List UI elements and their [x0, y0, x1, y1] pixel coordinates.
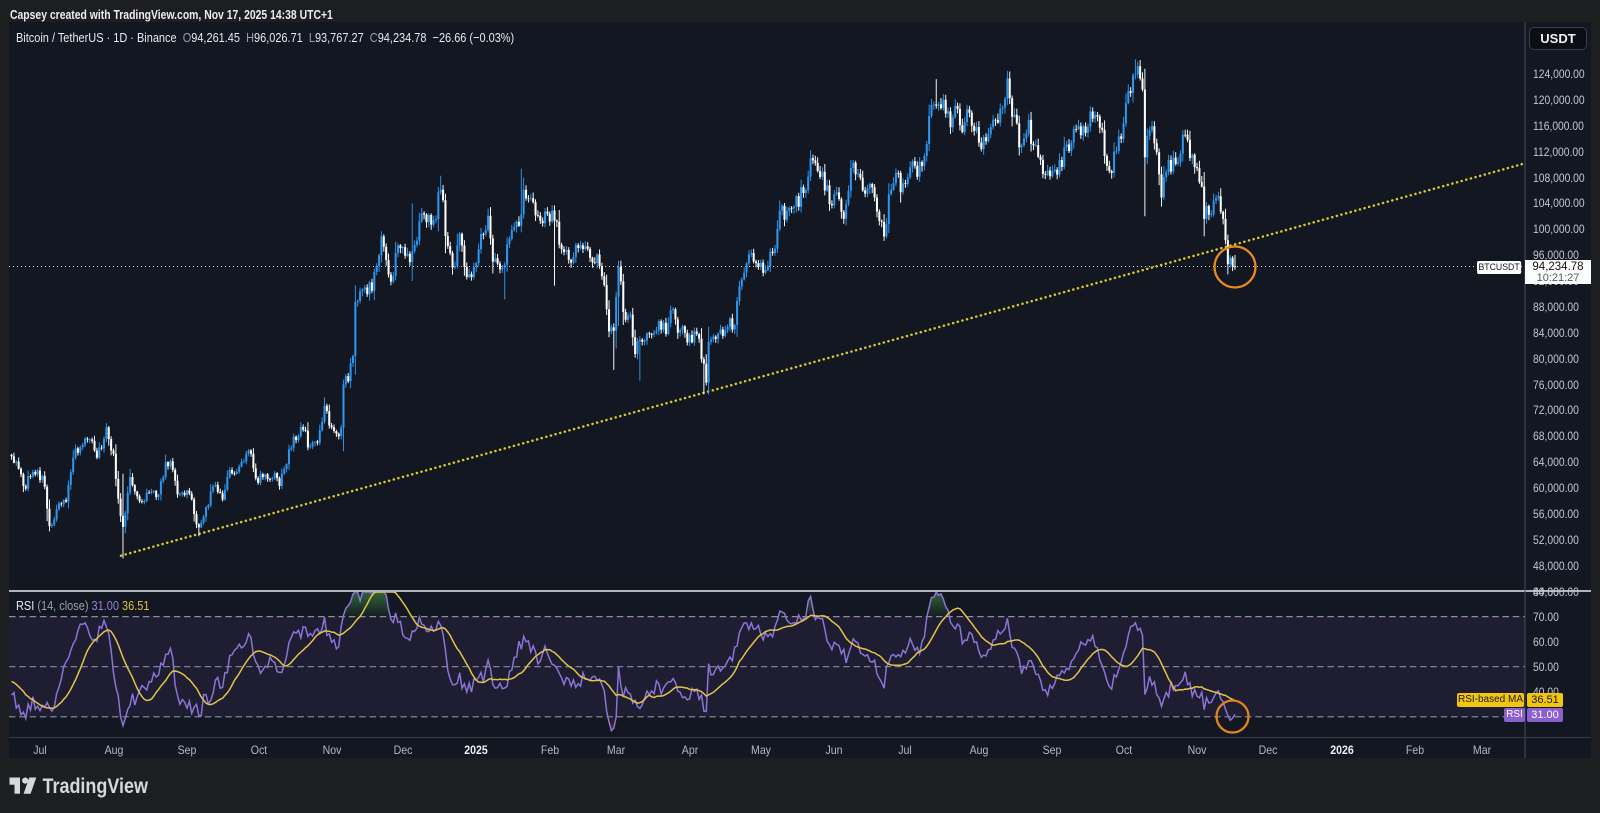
svg-text:TradingView: TradingView	[43, 775, 149, 798]
